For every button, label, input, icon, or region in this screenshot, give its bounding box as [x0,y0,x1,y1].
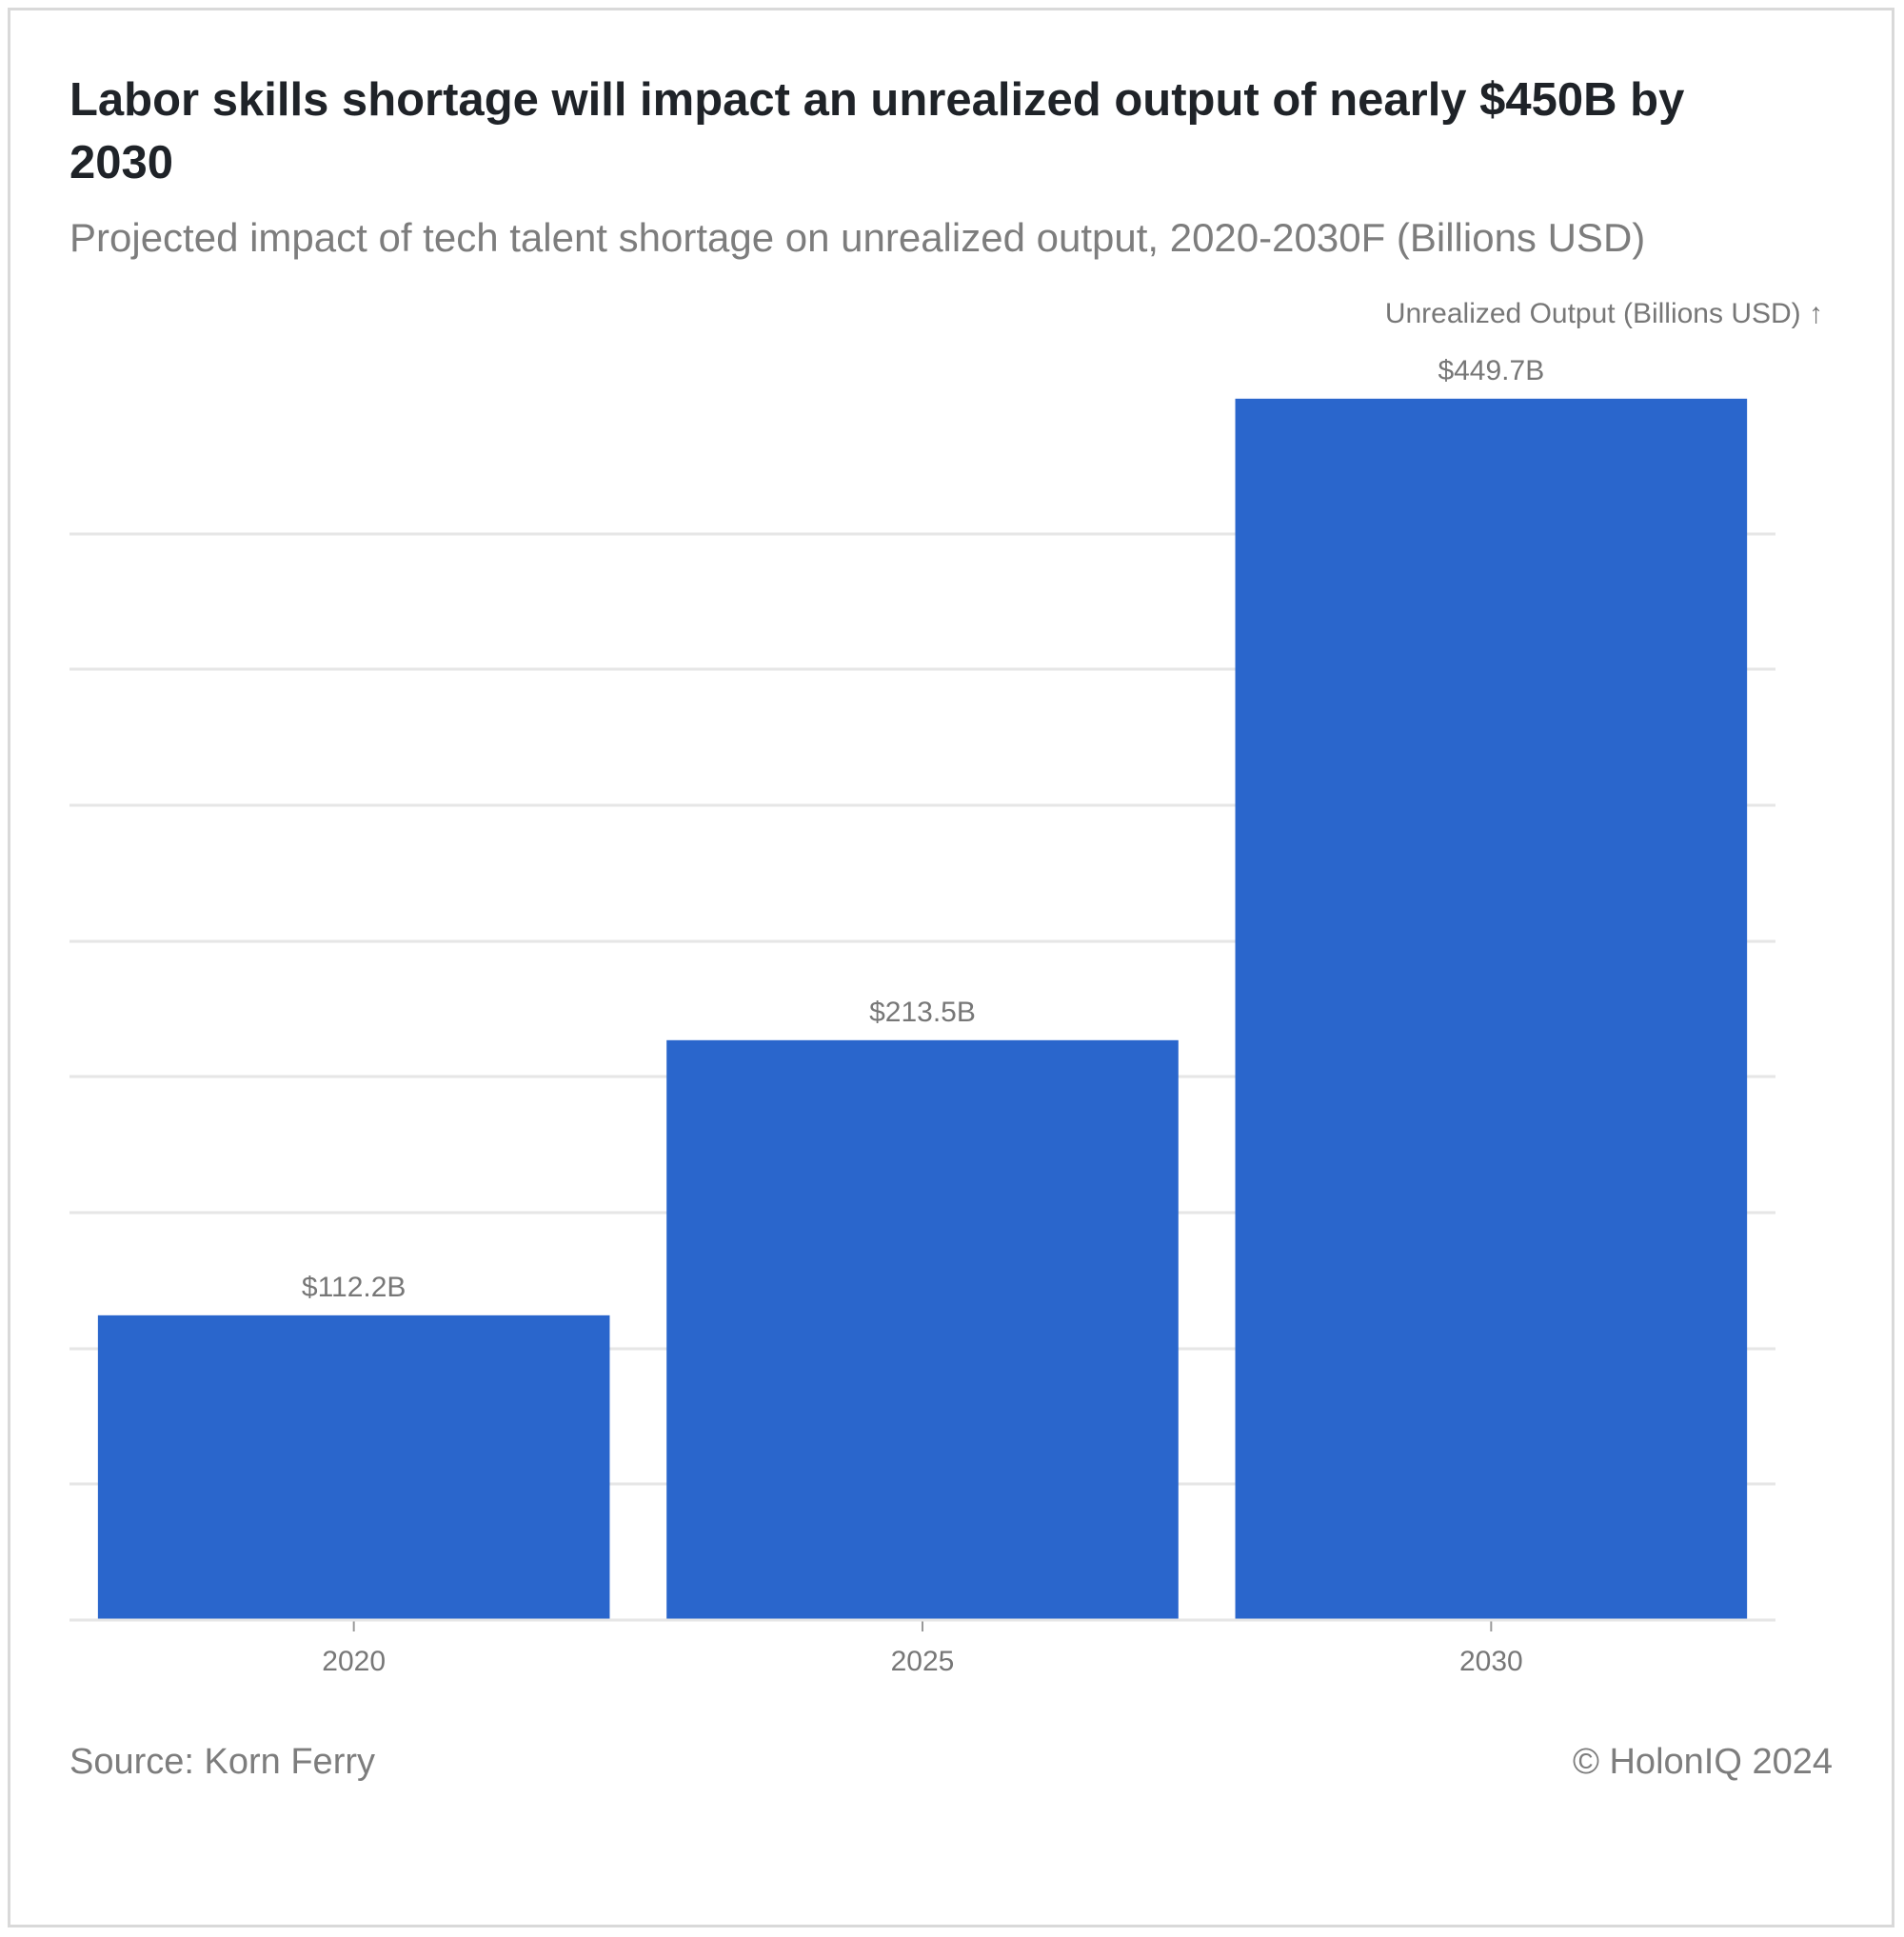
y-axis-label: Unrealized Output (Billions USD) ↑ [1385,298,1823,329]
value-label-2020: $112.2B [302,1272,407,1303]
bar-2025 [666,1039,1179,1620]
x-axis: 2020 2025 2030 [69,1618,1775,1677]
x-tick-label-2030: 2030 [1459,1646,1523,1677]
x-tick-label-2025: 2025 [891,1646,955,1677]
bars [97,398,1748,1621]
value-labels: $112.2B $213.5B $449.7B [302,355,1544,1303]
chart-title: Labor skills shortage will impact an unr… [69,74,1685,188]
source-note: Source: Korn Ferry [69,1742,375,1782]
bar-2020 [97,1314,610,1620]
x-tick-label-2020: 2020 [322,1646,386,1677]
bar-2030 [1235,398,1748,1621]
chart-subtitle: Projected impact of tech talent shortage… [69,215,1646,260]
value-label-2025: $213.5B [869,997,976,1028]
value-label-2030: $449.7B [1438,355,1544,386]
copyright-note: © HolonIQ 2024 [1572,1742,1833,1782]
